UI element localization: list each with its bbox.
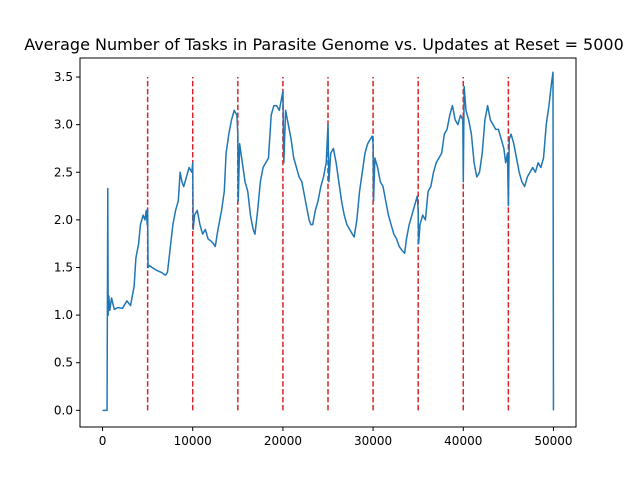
x-axis-ticks: 0 10000 20000 30000 40000 50000: [99, 427, 573, 448]
y-tick-label: 1.5: [54, 260, 73, 274]
x-tick-label: 0: [99, 434, 107, 448]
x-tick-label: 30000: [354, 434, 392, 448]
series-line: [102, 71, 555, 412]
plot-frame: [79, 57, 577, 428]
x-tick-label: 10000: [174, 434, 212, 448]
x-tick-label: 40000: [444, 434, 482, 448]
reset-lines: [146, 77, 510, 411]
y-tick-label: 2.0: [54, 213, 73, 227]
series-layer: [102, 71, 555, 412]
y-tick-label: 1.0: [54, 308, 73, 322]
x-tick-label: 50000: [534, 434, 572, 448]
y-axis-ticks: 0.0 0.5 1.0 1.5 2.0 2.5 3.0 3.5: [54, 70, 80, 417]
y-tick-label: 3.5: [54, 70, 73, 84]
y-tick-label: 2.5: [54, 165, 73, 179]
x-tick-label: 20000: [264, 434, 302, 448]
y-tick-label: 0.0: [54, 403, 73, 417]
chart-title: Average Number of Tasks in Parasite Geno…: [24, 35, 624, 54]
y-tick-label: 3.0: [54, 118, 73, 132]
y-tick-label: 0.5: [54, 356, 73, 370]
